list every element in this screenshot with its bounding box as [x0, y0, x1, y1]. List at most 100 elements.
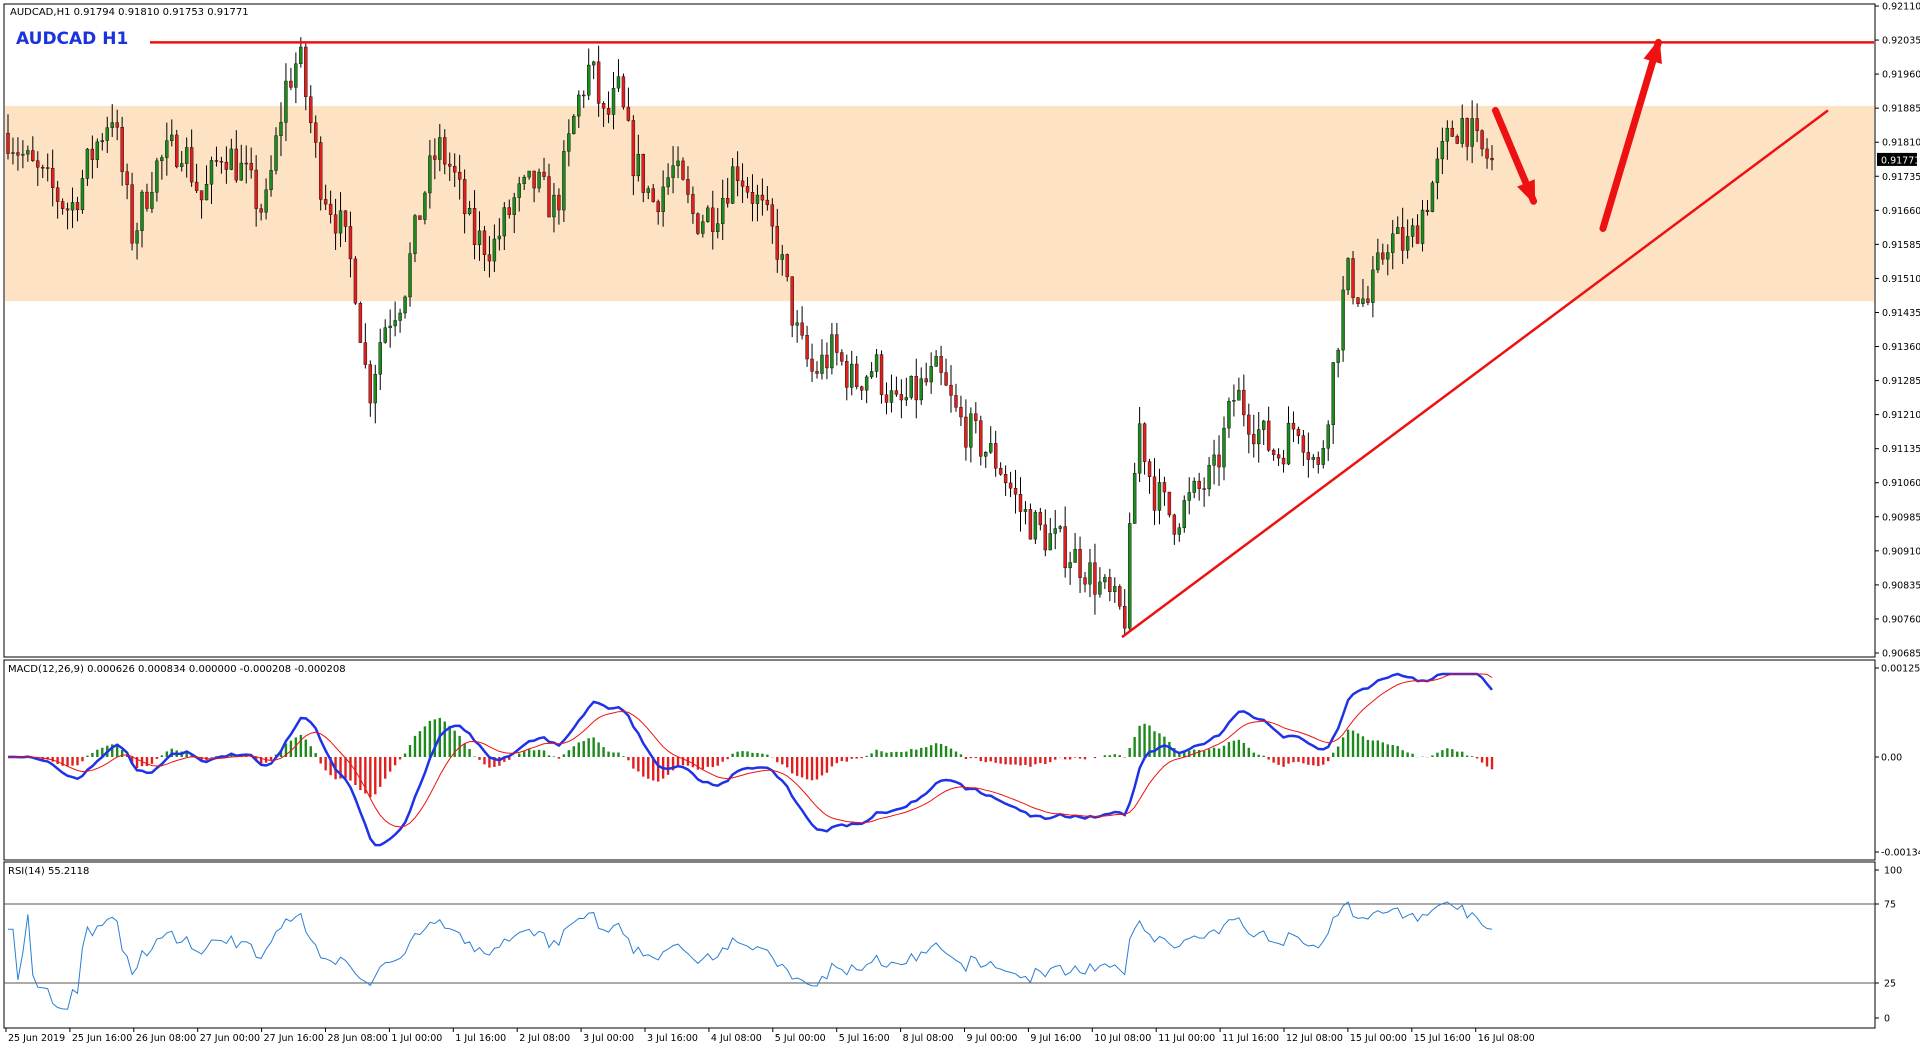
candle-bear: [691, 194, 695, 214]
candle-bear: [249, 162, 253, 171]
candle-bull: [110, 122, 114, 128]
candle-bull: [70, 202, 75, 211]
candle-bull: [874, 354, 879, 372]
candle-bear: [1108, 577, 1112, 592]
candle-bull: [1157, 482, 1162, 511]
candle-bear: [914, 375, 918, 401]
candle-bull: [591, 61, 596, 66]
candle-bear: [641, 154, 645, 193]
time-tick-label: 11 Jul 16:00: [1222, 1033, 1279, 1044]
candle-bull: [721, 198, 725, 224]
candle-bull: [239, 162, 243, 181]
macd-axis: 0.001256 0.00 -0.001349: [1875, 664, 1920, 859]
candle-bear: [175, 134, 179, 167]
candle-bear: [323, 199, 328, 205]
candle-bear: [1480, 130, 1484, 150]
candle-bear: [1123, 606, 1127, 629]
candle-bear: [224, 161, 229, 170]
candle-bear: [328, 203, 333, 215]
candle-bear: [219, 160, 224, 163]
candle-bear: [115, 122, 119, 128]
price-tick-label: 0.90685: [1882, 649, 1920, 660]
candle-bull: [373, 373, 377, 404]
candle-bull: [180, 163, 184, 167]
candle-bear: [1306, 452, 1311, 460]
time-tick-label: 27 Jun 16:00: [264, 1033, 324, 1044]
time-tick-label: 28 Jun 08:00: [328, 1033, 388, 1044]
candle-bull: [586, 64, 591, 96]
candle-bear: [825, 354, 829, 369]
candle-bear: [1063, 526, 1067, 569]
time-tick-label: 2 Jul 08:00: [519, 1033, 570, 1044]
candle-bull: [155, 160, 159, 193]
candle-bear: [234, 148, 239, 181]
candle-bear: [1301, 435, 1306, 453]
candle-bull: [1405, 236, 1410, 251]
time-tick-label: 16 Jul 08:00: [1478, 1033, 1535, 1044]
candle-bull: [1058, 526, 1062, 529]
supply-zone: [5, 105, 1874, 302]
candle-bull: [1361, 298, 1365, 305]
candle-bull: [1386, 252, 1390, 260]
candle-bull: [1177, 527, 1182, 535]
candle-bear: [1093, 562, 1097, 595]
time-tick-label: 4 Jul 08:00: [711, 1033, 762, 1044]
candle-bear: [1217, 454, 1221, 468]
candle-bear: [596, 61, 601, 104]
time-tick-label: 3 Jul 16:00: [647, 1033, 698, 1044]
candle-bull: [1430, 182, 1435, 212]
candle-bear: [1152, 476, 1157, 511]
time-tick-label: 25 Jun 16:00: [72, 1033, 132, 1044]
candle-bear: [318, 142, 323, 200]
candle-bear: [949, 384, 953, 396]
candle-bull: [264, 189, 268, 213]
candle-bull: [140, 191, 144, 231]
candle-bear: [304, 46, 308, 97]
candle-bear: [1172, 514, 1177, 535]
candle-bear: [1266, 420, 1271, 451]
candle-bear: [1475, 118, 1479, 131]
candle-bear: [1281, 457, 1286, 465]
rsi-axis: 100 75 25 0: [1875, 866, 1902, 1025]
price-tick-label: 0.90910: [1882, 546, 1920, 557]
candle-bull: [403, 296, 407, 314]
candle-bear: [90, 148, 95, 160]
time-tick-label: 15 Jul 16:00: [1414, 1033, 1471, 1044]
candle-bear: [353, 258, 358, 304]
candle-bull: [229, 148, 234, 170]
candle-bull: [1048, 533, 1052, 551]
candle-bear: [547, 176, 551, 218]
price-tick-label: 0.91660: [1882, 206, 1920, 217]
candle-bear: [1018, 494, 1023, 512]
candle-bull: [1182, 500, 1186, 528]
candle-bull: [864, 376, 869, 391]
candle-bull: [889, 390, 894, 403]
candle-bear: [681, 160, 685, 180]
price-tick-label: 0.91810: [1882, 138, 1920, 149]
candle-bull: [1113, 586, 1117, 592]
candle-bull: [165, 140, 169, 158]
candle-bear: [974, 413, 978, 421]
time-tick-label: 12 Jul 08:00: [1286, 1033, 1343, 1044]
candle-bear: [1167, 491, 1172, 516]
candle-bull: [1127, 523, 1132, 629]
rsi-panel: RSI(14) 55.2118 100 75 25 0: [3, 861, 1902, 1029]
candle-bull: [170, 134, 174, 141]
macd-line: [7, 672, 1493, 847]
candle-bear: [16, 152, 20, 156]
candle-bear: [1083, 577, 1087, 585]
price-tick-label: 0.91510: [1882, 274, 1920, 285]
candle-bear: [879, 354, 884, 395]
time-tick-label: 15 Jul 00:00: [1350, 1033, 1407, 1044]
macd-signal-line: [8, 673, 1493, 828]
candle-bear: [189, 147, 194, 183]
candle-bull: [204, 184, 209, 201]
time-tick-label: 10 Jul 08:00: [1094, 1033, 1151, 1044]
candle-bear: [60, 201, 65, 209]
candle-bear: [601, 103, 606, 109]
candle-bull: [1103, 577, 1107, 583]
candle-bear: [1147, 461, 1152, 478]
candle-bear: [65, 208, 70, 211]
candle-bear: [194, 181, 199, 191]
candle-bear: [894, 390, 899, 395]
